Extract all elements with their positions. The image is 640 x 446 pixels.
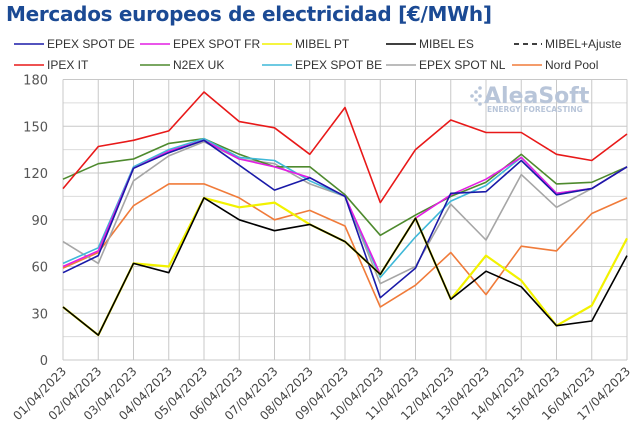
legend-item-epex-spot-fr: EPEX SPOT FR — [140, 37, 260, 51]
series-line-ipex-it — [62, 91, 628, 204]
logo-main-text: AleaSoft — [484, 84, 590, 109]
y-tick-label: 90 — [31, 214, 48, 229]
y-tick-label: 150 — [23, 120, 48, 135]
series-line-epex-spot-de — [62, 139, 628, 299]
legend-label: EPEX SPOT DE — [47, 37, 135, 51]
legend-item-mibel-pt: MIBEL PT — [262, 37, 350, 51]
y-tick-label: 120 — [23, 167, 48, 182]
y-axis: 0 30 60 90 120 150 180 — [23, 74, 48, 370]
legend-label: N2EX UK — [173, 58, 224, 72]
aleasoft-logo: AleaSoft ENERGY FORECASTING — [470, 84, 590, 114]
legend-item-mibel-es: MIBEL ES — [386, 37, 474, 51]
series-line-n2ex-uk — [62, 137, 628, 237]
logo-dot — [478, 102, 482, 106]
legend-label: IPEX IT — [47, 58, 89, 72]
legend-label: EPEX SPOT NL — [419, 58, 506, 72]
logo-dots-icon — [470, 86, 482, 106]
chart-title: Mercados europeos de electricidad [€/MWh… — [6, 2, 492, 26]
x-axis: 01/04/202302/04/202303/04/202304/04/2023… — [10, 364, 633, 423]
legend-item-nord-pool: Nord Pool — [512, 58, 598, 72]
legend-item-ipex-it: IPEX IT — [14, 58, 89, 72]
series-line-mibel-es — [62, 197, 628, 336]
legend-label: EPEX SPOT BE — [295, 58, 382, 72]
legend-label: MIBEL ES — [419, 37, 474, 51]
y-tick-label: 30 — [31, 307, 48, 322]
series-lines — [62, 91, 628, 337]
legend: EPEX SPOT DE EPEX SPOT FR MIBEL PT MIBEL ES… — [14, 37, 622, 72]
legend-label: MIBEL PT — [295, 37, 350, 51]
legend-label: MIBEL+Ajuste — [545, 37, 622, 51]
logo-dot — [478, 94, 482, 98]
y-tick-label: 180 — [23, 74, 48, 89]
legend-label: EPEX SPOT FR — [173, 37, 260, 51]
legend-item-n2ex-uk: N2EX UK — [140, 58, 224, 72]
grid — [62, 79, 628, 361]
y-tick-label: 0 — [40, 354, 48, 369]
y-tick-label: 60 — [31, 261, 48, 276]
logo-dot — [474, 90, 478, 94]
legend-item-epex-spot-be: EPEX SPOT BE — [262, 58, 382, 72]
logo-dot — [474, 98, 478, 102]
legend-item-epex-spot-de: EPEX SPOT DE — [14, 37, 135, 51]
legend-item-mibel-ajuste: MIBEL+Ajuste — [514, 37, 622, 51]
legend-item-epex-spot-nl: EPEX SPOT NL — [386, 58, 506, 72]
logo-sub-text: ENERGY FORECASTING — [487, 105, 583, 114]
series-line-nord-pool — [62, 183, 628, 308]
logo-dot — [478, 86, 482, 90]
legend-label: Nord Pool — [545, 58, 598, 72]
logo-dot — [470, 94, 474, 98]
